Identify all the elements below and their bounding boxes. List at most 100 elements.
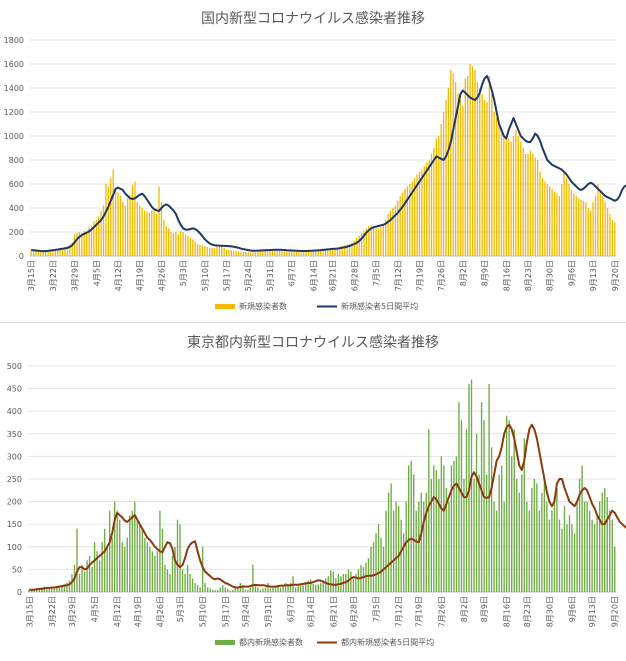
bar: [428, 160, 430, 256]
bar: [35, 251, 37, 256]
bar: [575, 196, 577, 256]
bar: [272, 587, 274, 592]
bar: [475, 433, 478, 592]
bar: [30, 250, 32, 256]
bar: [38, 588, 40, 592]
bar: [420, 492, 422, 592]
y-tick-label: 1400: [4, 84, 24, 93]
bar: [299, 582, 302, 592]
bar: [363, 230, 365, 256]
bar: [136, 519, 138, 592]
bar: [587, 208, 589, 256]
bar: [274, 586, 277, 592]
bar: [78, 232, 81, 256]
bar: [204, 246, 206, 256]
bar: [298, 252, 300, 256]
bar: [58, 585, 61, 592]
x-tick-label: 7月19日: [415, 596, 424, 627]
bar: [370, 546, 372, 592]
bar: [93, 542, 96, 592]
bar: [365, 228, 368, 256]
bar: [563, 172, 565, 256]
bar: [478, 474, 480, 592]
y-tick-label: 400: [9, 204, 24, 213]
bar: [358, 235, 360, 256]
bar: [304, 582, 307, 592]
bar: [606, 497, 608, 592]
bar: [505, 136, 507, 256]
bar: [98, 560, 101, 592]
bar: [570, 190, 573, 256]
legend-label-line: 新規感染者5日間平均: [341, 301, 418, 311]
bar: [320, 582, 322, 592]
bar: [355, 573, 357, 592]
bar: [297, 585, 299, 592]
bar: [577, 198, 580, 256]
bar: [100, 210, 102, 256]
bar: [107, 186, 110, 256]
bar: [599, 190, 601, 256]
bar: [523, 438, 525, 592]
bar: [515, 130, 517, 256]
bar: [302, 585, 304, 592]
bar: [455, 456, 458, 592]
tokyo-chart-title: 東京都内新型コロナウイルス感染者推移: [187, 335, 439, 351]
bar: [445, 100, 447, 256]
bar: [151, 210, 153, 256]
bar: [179, 524, 181, 592]
bar: [284, 582, 287, 592]
bar: [546, 501, 548, 592]
bar: [317, 250, 319, 256]
bar: [267, 582, 269, 592]
national-chart-title: 国内新型コロナウイルス感染者推移: [201, 11, 425, 27]
bar: [573, 193, 575, 256]
x-tick-label: 7月26日: [437, 596, 446, 627]
bar: [61, 247, 64, 256]
bar: [493, 501, 495, 592]
bar: [356, 238, 358, 256]
bar: [206, 247, 208, 256]
bar: [476, 82, 479, 256]
bar: [180, 230, 182, 256]
bar: [538, 510, 541, 592]
bar: [483, 100, 486, 256]
bar: [262, 251, 264, 256]
bar: [119, 519, 121, 592]
y-tick-label: 50: [12, 565, 22, 574]
bar: [604, 202, 606, 256]
tokyo-chart-panel: 東京都内新型コロナウイルス感染者推移 0 50 100 150 200 250 300 350…: [0, 326, 626, 657]
y-tick-label: 0: [19, 252, 24, 261]
bar: [136, 202, 138, 256]
bar: [553, 191, 556, 256]
bar: [409, 184, 411, 256]
x-tick-label: 8月16日: [502, 260, 511, 291]
bar: [49, 249, 52, 256]
bar: [126, 537, 128, 592]
bar: [350, 571, 352, 592]
legend: 都内新規感染者数 都内新規感染者5日間平均: [215, 637, 434, 647]
x-tick-label: 8月9日: [481, 260, 490, 286]
bar: [511, 456, 513, 592]
bar: [139, 524, 141, 592]
bar: [95, 220, 97, 256]
bar: [187, 235, 189, 256]
x-tick-label: 9月13日: [589, 260, 598, 291]
x-tick-label: 4月19日: [133, 596, 142, 627]
bar: [351, 242, 353, 256]
x-tick-label: 5月10日: [199, 596, 208, 627]
bar: [546, 184, 548, 256]
bar: [295, 251, 298, 256]
bar: [463, 479, 465, 592]
y-tick-label: 800: [9, 156, 24, 165]
bar: [71, 242, 73, 256]
y-tick-label: 1600: [4, 60, 24, 69]
bar: [208, 247, 211, 256]
bar: [435, 469, 438, 592]
bar: [395, 501, 397, 592]
x-tick-label: 8月23日: [524, 260, 533, 291]
bar: [181, 569, 184, 592]
bar: [121, 542, 123, 592]
y-tick-label: 250: [7, 475, 22, 484]
bar: [517, 136, 519, 256]
bar: [580, 199, 582, 256]
